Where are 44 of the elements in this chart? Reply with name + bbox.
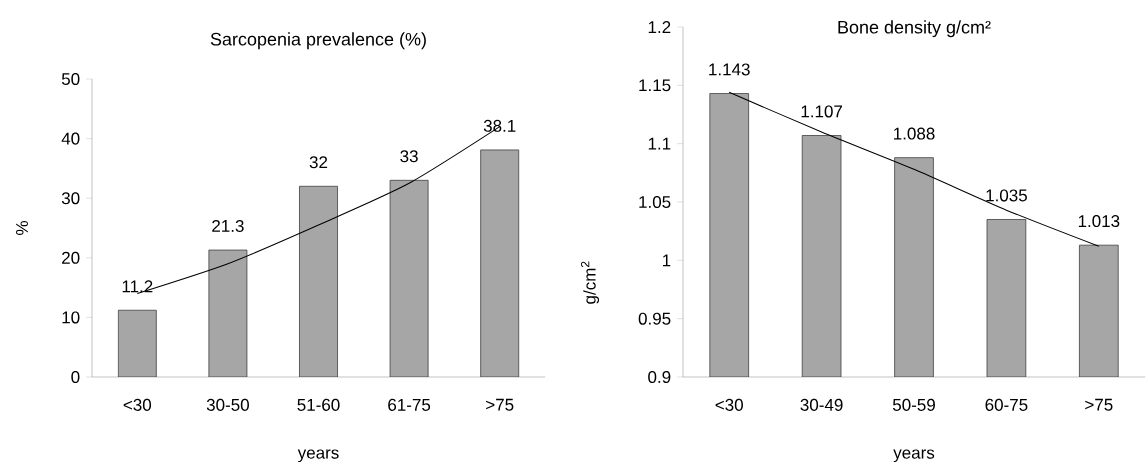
data-label: 32 — [309, 156, 328, 169]
data-label: 33 — [400, 150, 418, 163]
data-label: 21.3 — [212, 219, 244, 232]
x-tick-label: 30-50 — [206, 398, 249, 411]
data-label: 1.143 — [709, 63, 750, 76]
x-tick-label: 50-59 — [892, 398, 935, 411]
y-axis-title: g/cm$^{2}$ — [580, 261, 600, 304]
x-tick-label: 61-75 — [388, 398, 431, 411]
y-tick-label: 1 — [662, 254, 671, 267]
y-tick-label: 0.95 — [638, 312, 671, 325]
x-tick-label: <30 — [123, 398, 152, 411]
y-tick-label: 1.2 — [648, 21, 671, 33]
data-label: 38.1 — [483, 119, 516, 132]
x-tick-label: 60-75 — [985, 398, 1028, 411]
y-tick-label: 0 — [71, 370, 80, 384]
bar — [208, 249, 248, 377]
y-tick-label: 40 — [61, 132, 80, 145]
x-tick-label: >75 — [1085, 398, 1113, 411]
chart-title: Sarcopenia prevalence (%) — [210, 32, 426, 50]
x-tick-label: >75 — [486, 398, 514, 411]
data-label: 1.107 — [801, 105, 843, 118]
bar — [480, 149, 520, 377]
x-axis-title: years — [297, 449, 339, 463]
bar — [389, 179, 429, 377]
y-axis-title: % — [16, 221, 28, 235]
y-tick-label: 1.15 — [639, 79, 671, 92]
y-tick-label: 0.9 — [648, 370, 671, 384]
data-label: 1.013 — [1078, 215, 1120, 228]
data-label: 1.088 — [894, 127, 935, 140]
y-tick-label: 1.05 — [639, 195, 671, 209]
x-axis-title: years — [893, 449, 935, 463]
x-tick-label: <30 — [715, 398, 743, 411]
y-tick-label: 1.1 — [648, 137, 671, 150]
bar — [117, 309, 157, 377]
x-tick-label: 30-49 — [800, 398, 843, 411]
bar — [299, 185, 338, 377]
y-tick-label: 20 — [62, 251, 80, 264]
x-tick-label: 51-60 — [297, 398, 340, 411]
data-label: 1.035 — [986, 189, 1027, 202]
y-tick-label: 50 — [61, 72, 80, 86]
chart-title: Bone density g/cm² — [838, 20, 991, 38]
y-tick-label: 30 — [61, 192, 80, 205]
y-tick-label: 10 — [62, 311, 80, 324]
data-label: 11.2 — [122, 280, 153, 293]
